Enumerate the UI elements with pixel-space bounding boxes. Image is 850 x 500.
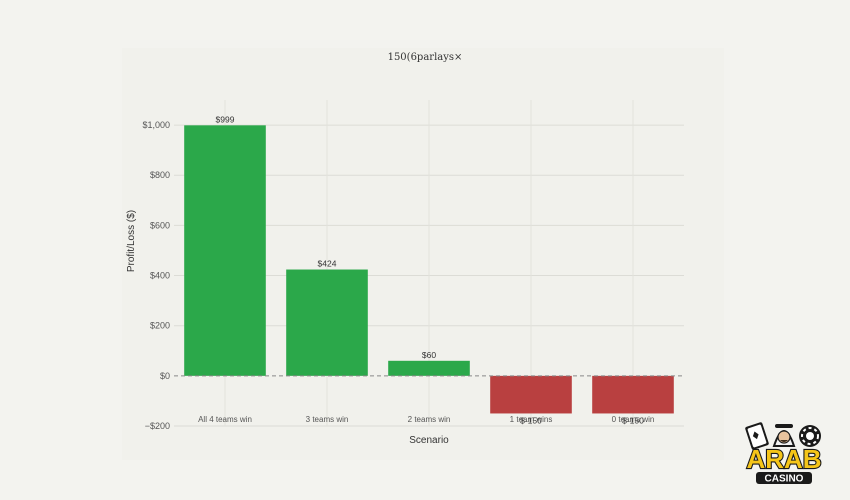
data-label: $-150 [520, 415, 542, 425]
bars [174, 125, 684, 414]
playing-card-icon [745, 422, 769, 450]
y-tick-label: $400 [150, 271, 170, 281]
data-label: $999 [216, 114, 235, 124]
y-tick-label: $1,000 [142, 120, 170, 130]
x-tick-label: 0 teams win [612, 415, 655, 424]
tick-labels: −$200 $0 $200 $400 $600 $800 $1,000 All 4 teams… [142, 120, 654, 431]
chart-card: 150(6parlays× $999 $424 $60 $-150 $-150 −$20… [122, 48, 724, 460]
arab-casino-logo: ARAB CASINO [736, 416, 832, 486]
y-tick-label: $0 [160, 371, 170, 381]
y-tick-label: −$200 [145, 421, 170, 431]
x-axis-title: Scenario [409, 435, 449, 446]
data-labels: $999 $424 $60 $-150 $-150 [216, 114, 645, 425]
y-tick-label: $600 [150, 220, 170, 230]
bar [388, 360, 470, 376]
bar [490, 375, 572, 414]
logo-graphic: ARAB CASINO [745, 422, 823, 485]
x-tick-label: 3 teams win [306, 415, 349, 424]
y-tick-label: $800 [150, 170, 170, 180]
data-label: $424 [318, 259, 337, 269]
logo-brand-top: ARAB [746, 444, 821, 474]
x-tick-label: 1 team wins [510, 415, 553, 424]
bar-chart: 150(6parlays× $999 $424 $60 $-150 $-150 −$20… [126, 52, 684, 446]
x-tick-label: All 4 teams win [198, 415, 252, 424]
bar [286, 269, 368, 376]
y-axis-title: Profit/Loss ($) [126, 210, 137, 272]
logo-brand-bottom: CASINO [765, 474, 804, 485]
data-label: $60 [422, 350, 436, 360]
x-tick-label: 2 teams win [408, 415, 451, 424]
bar [184, 125, 266, 376]
chart-title: 150(6parlays× [388, 52, 463, 63]
data-label: $-150 [622, 415, 644, 425]
figure-icon [772, 424, 796, 447]
logo-banner [756, 472, 812, 484]
bar [592, 375, 674, 414]
poker-chip-icon [799, 425, 821, 447]
y-tick-label: $200 [150, 321, 170, 331]
